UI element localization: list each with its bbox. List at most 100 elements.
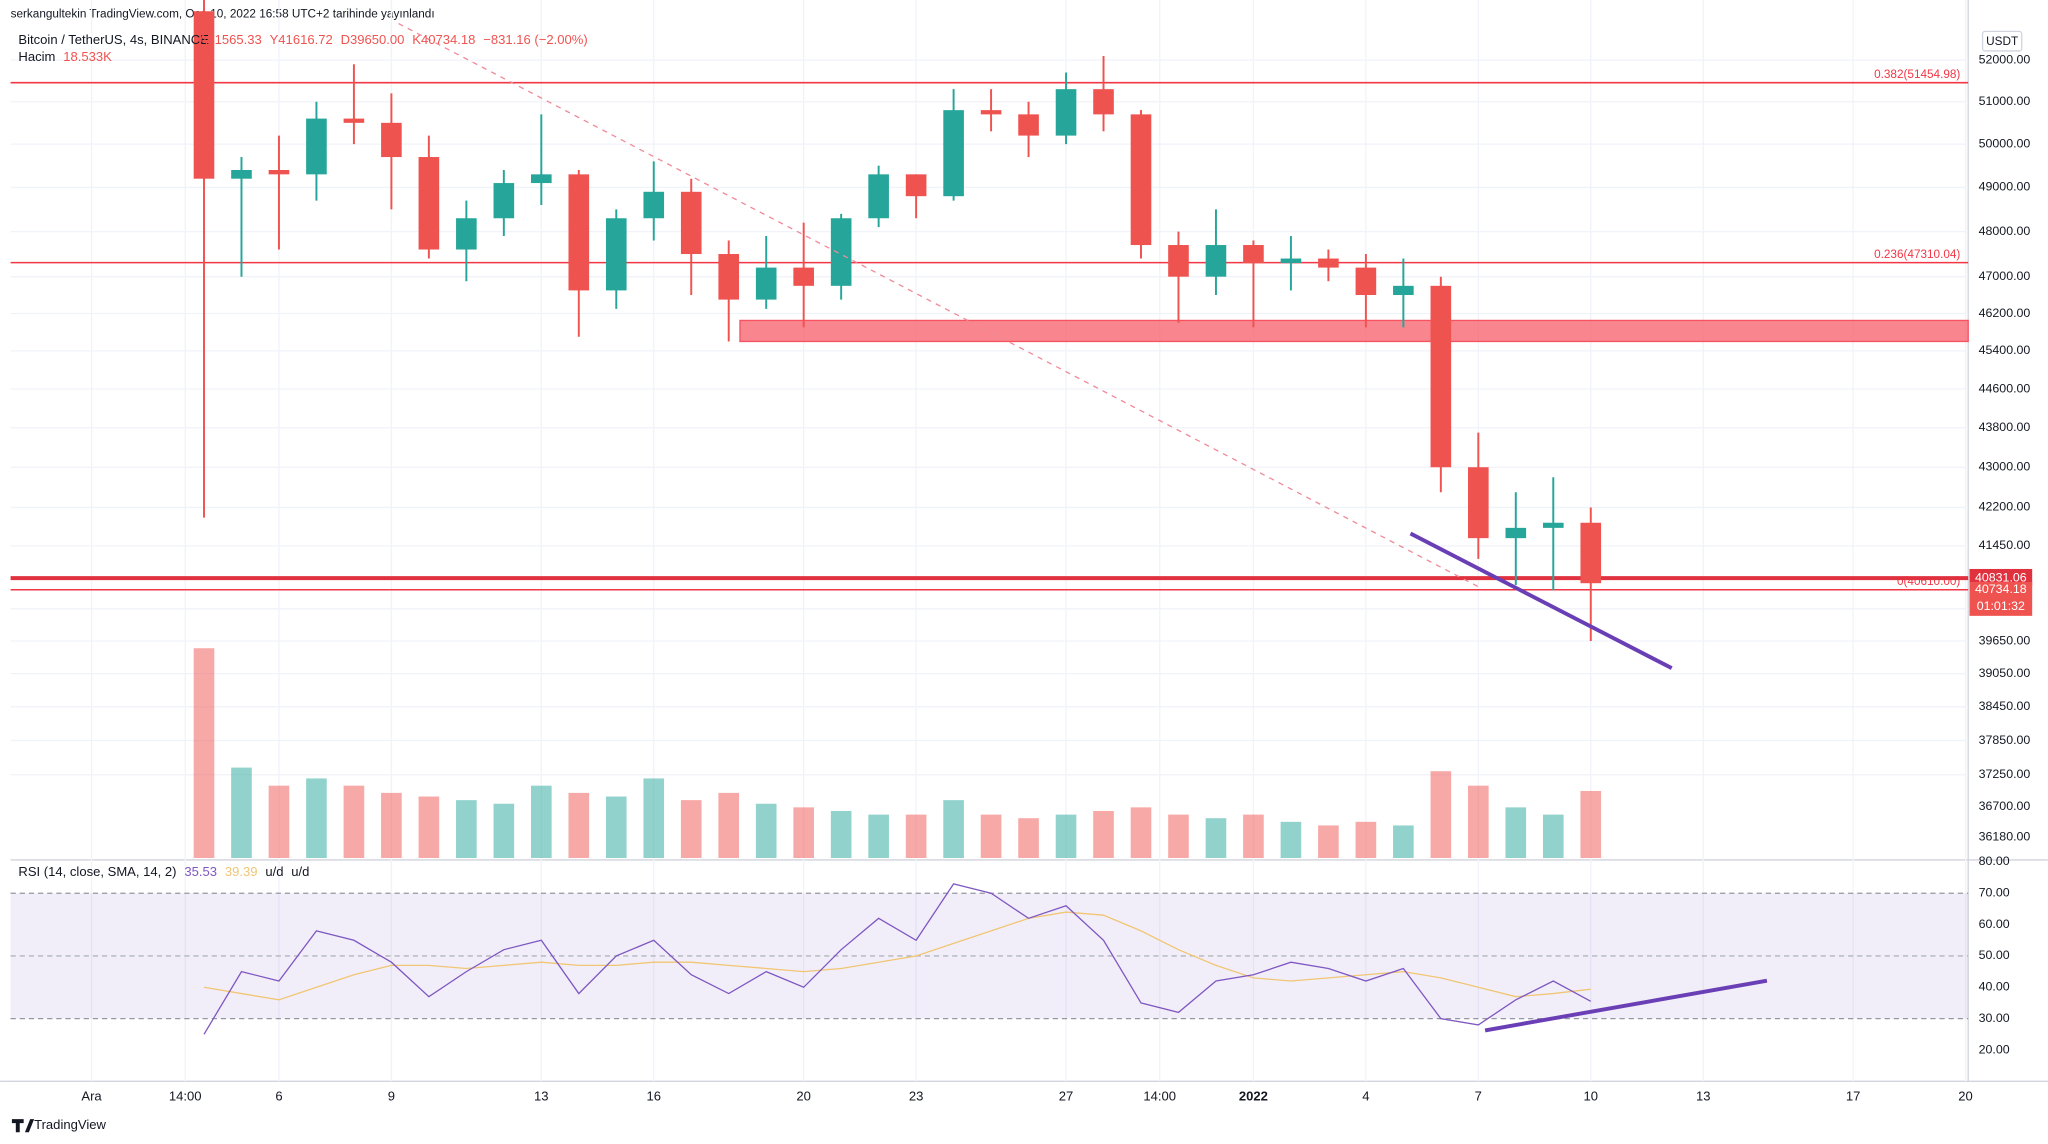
candle-body [643,191,665,219]
x-tick-label: 13 [534,1088,549,1103]
x-tick-label: Ara [81,1088,102,1103]
y-tick-label: 41450.00 [1979,538,2031,552]
x-tick-label: 13 [1696,1088,1711,1103]
candle-body [755,267,777,300]
candle-body [1468,467,1489,539]
x-tick-label: 14:00 [1143,1088,1176,1103]
candle-body [1505,527,1527,539]
y-tick-label: 43000.00 [1979,460,2031,474]
publisher: serkangultekin TradingView.com, Oca 10, … [11,7,435,20]
candle-body [1055,89,1077,136]
candle-body [418,157,440,250]
y-tick-label: 37250.00 [1979,767,2031,781]
candle-body [1580,522,1602,584]
rsi-legend: u/d [265,864,283,879]
volume-bar [1205,818,1227,858]
volume-bar [1130,807,1152,858]
candle-body [1355,267,1377,296]
x-tick-label: 27 [1059,1088,1074,1103]
volume-bar [268,785,290,858]
footer-text: TradingView [34,1117,106,1132]
volume-bar [456,800,477,858]
ohlc-value: −831.16 (−2.00%) [483,32,587,47]
y-tick-label: 52000.00 [1979,52,2031,66]
volume-value: 18.533K [63,49,112,64]
trendline [1409,531,1673,670]
candle-body [1018,114,1039,136]
volume-bar [493,803,515,858]
volume-bar [943,800,964,858]
volume-bar [1243,814,1264,858]
volume-bar [1580,790,1602,858]
y-tick-label: 38450.00 [1979,699,2031,713]
currency-box[interactable] [1981,30,2023,52]
rsi-tick-label: 20.00 [1979,1042,2010,1056]
y-tick-label: 39650.00 [1979,633,2031,647]
footer-logo [11,1119,35,1133]
y-tick-label: 44600.00 [1979,381,2031,395]
candle-body [793,267,814,286]
volume-bar [381,792,402,858]
candle-body [718,254,740,300]
candle-body [1093,89,1114,115]
volume-bar [980,814,1002,858]
y-tick-label: 50000.00 [1979,136,2031,150]
x-tick-label: 10 [1584,1088,1599,1103]
y-tick-label: 36180.00 [1979,829,2031,843]
candle-body [1393,285,1414,296]
volume-bar [1318,825,1339,858]
y-tick-label: 37850.00 [1979,733,2031,747]
candle-body [231,170,252,179]
trendline [398,22,1483,590]
candle-body [868,174,889,219]
currency: USDT [1986,35,2018,48]
x-tick-label: 2022 [1239,1088,1268,1103]
volume-bar [643,778,665,858]
volume-bar [306,778,327,858]
candle-body [1205,245,1227,277]
ohlc-value: A41565.33 [199,32,262,47]
candle-body [1318,258,1339,268]
volume-bar [343,785,365,858]
x-tick-label: 23 [909,1088,924,1103]
volume-bar [1505,807,1527,858]
rsi-tick-label: 30.00 [1979,1011,2010,1025]
rsi-legend: 35.53 [184,864,217,879]
rsi-legend: u/d [291,864,309,879]
volume-bar [1393,825,1414,858]
candle-body [531,174,552,184]
volume-bar [680,800,702,858]
fib-level-label: 0.236(47310.04) [1874,248,1960,261]
volume-bar [793,807,814,858]
candle-body [1430,285,1452,468]
rsi-legend: 39.39 [225,864,258,879]
volume-bar [1055,814,1077,858]
candle-body [343,118,365,123]
candle-body [193,11,215,179]
volume-bar [605,796,627,858]
volume-bar [718,792,740,858]
candle-body [1542,522,1564,528]
volume-bar [1280,821,1302,858]
fib-level-label: 0.382(51454.98) [1874,68,1960,81]
volume-bar [1542,814,1564,858]
volume-bar [1468,785,1489,858]
volume-bar [531,785,552,858]
candle-body [1168,245,1189,277]
price-line-label: 40831.06 [1975,570,2027,584]
ohlc-value: Y41616.72 [270,32,333,47]
volume-bar [1018,818,1039,858]
candle-body [943,110,964,197]
candle-body [680,191,702,255]
volume-bar [418,796,440,858]
volume-bar [905,814,927,858]
candle-body [456,218,477,250]
candle-body [1280,258,1302,264]
y-tick-label: 46200.00 [1979,306,2031,320]
ohlc-value: K40734.18 [412,32,475,47]
candle-body [1243,245,1264,264]
rsi-trendline [1484,978,1768,1033]
x-tick-label: 9 [388,1088,395,1103]
